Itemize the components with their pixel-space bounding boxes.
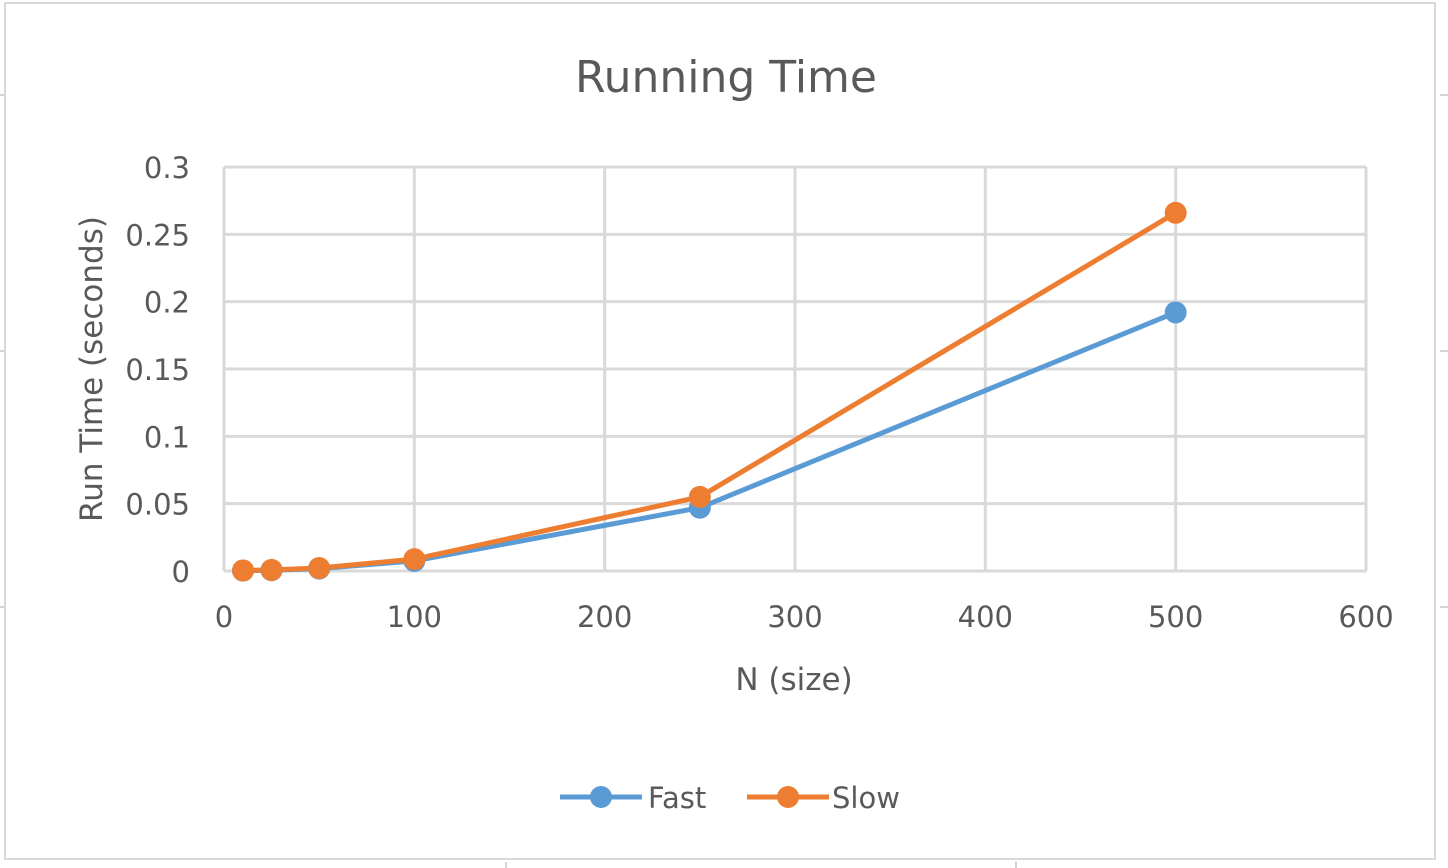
series-markers (232, 201, 1187, 582)
y-tick-label: 0.3 (144, 151, 190, 185)
slow-series-line (242, 210, 1177, 573)
y-tick-label: 0.1 (144, 420, 190, 454)
fast-data-point (1164, 301, 1187, 324)
y-tick-label: 0.2 (144, 286, 190, 320)
x-axis-tick-labels: 0 100 200 300 400 500 600 (215, 600, 1394, 634)
x-tick-label: 100 (387, 600, 442, 634)
column-gridline-mark (505, 862, 507, 868)
slow-data-point (232, 559, 255, 582)
legend-fast-label: Fast (648, 781, 706, 815)
slow-data-point (1164, 201, 1187, 224)
y-axis-tick-labels: 0 0.05 0.1 0.15 0.2 0.25 0.3 (125, 151, 190, 589)
row-gridline-mark (1440, 94, 1448, 96)
x-tick-label: 400 (958, 600, 1013, 634)
legend: Fast Slow (560, 781, 900, 815)
column-gridline-mark (1015, 862, 1017, 868)
series-lines (242, 210, 1177, 574)
x-tick-label: 0 (215, 600, 233, 634)
legend-fast-marker (590, 786, 612, 808)
x-tick-label: 200 (577, 600, 632, 634)
y-tick-label: 0.25 (125, 218, 190, 252)
slow-data-point (403, 548, 426, 571)
x-tick-label: 300 (767, 600, 822, 634)
slow-data-point (260, 558, 283, 581)
row-gridline-mark (1440, 350, 1448, 352)
running-time-chart: Running Time 0 0.05 0.1 0.15 0.2 0.25 0.3 0 100… (74, 52, 1394, 815)
chart-title: Running Time (575, 52, 877, 103)
y-tick-label: 0.05 (125, 488, 190, 522)
x-axis-title: N (size) (735, 662, 852, 698)
slow-data-point (308, 557, 331, 580)
row-gridline-mark (0, 350, 4, 352)
fast-series-line (242, 310, 1177, 574)
y-tick-label: 0 (172, 555, 190, 589)
legend-slow-marker (777, 786, 799, 808)
slow-data-point (688, 485, 711, 508)
y-tick-label: 0.15 (125, 353, 190, 387)
row-gridline-mark (0, 94, 4, 96)
x-tick-label: 500 (1148, 600, 1203, 634)
row-gridline-mark (0, 606, 4, 608)
legend-slow-label: Slow (832, 781, 900, 815)
chart-object[interactable]: Running Time 0 0.05 0.1 0.15 0.2 0.25 0.3 0 100… (4, 2, 1436, 860)
gridlines (222, 165, 1368, 573)
x-tick-label: 600 (1338, 600, 1393, 634)
y-axis-title: Run Time (seconds) (74, 216, 110, 522)
row-gridline-mark (1440, 606, 1448, 608)
